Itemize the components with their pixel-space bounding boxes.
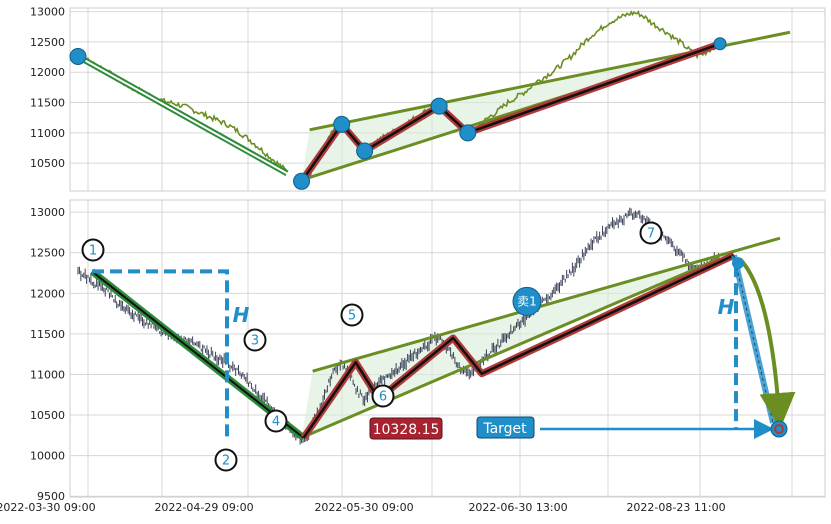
point-label-2: 2 bbox=[222, 454, 230, 469]
bottom-y-tick-label: 12000 bbox=[30, 287, 65, 300]
point-label-circle-5 bbox=[340, 303, 364, 327]
point-label-circle-6 bbox=[371, 384, 395, 408]
curved-target-arrow bbox=[738, 257, 796, 429]
point-label-circle-4 bbox=[264, 409, 288, 433]
top-y-tick-label: 12500 bbox=[30, 36, 65, 49]
bottom-panel: 9500 10000 10500 11000 11500 12000 12500 13000 2… bbox=[0, 199, 826, 514]
top-pivot-marker bbox=[430, 97, 448, 115]
top-pivot-marker bbox=[69, 47, 87, 65]
bottom-y-tick-label: 10000 bbox=[30, 450, 65, 463]
bottom-wedge-lower-line bbox=[300, 257, 721, 440]
point-label-circle-3 bbox=[243, 328, 267, 352]
bottom-x-tick-label: 2022-05-30 09:00 bbox=[314, 501, 413, 514]
bottom-projection-line-inner bbox=[733, 255, 774, 424]
top-plot-area bbox=[70, 8, 825, 191]
pivot-7-dot bbox=[732, 257, 744, 270]
height-label-right: H bbox=[718, 295, 735, 319]
top-y-tick-label: 11500 bbox=[30, 97, 65, 110]
height-bracket-left bbox=[92, 269, 229, 438]
height-label-left: H bbox=[233, 303, 250, 327]
bottom-y-tick-label: 9500 bbox=[37, 490, 65, 503]
point-label-3: 3 bbox=[251, 334, 259, 349]
point-label-6: 6 bbox=[379, 390, 387, 405]
point-label-5: 5 bbox=[348, 309, 356, 324]
top-pivot-marker bbox=[293, 172, 311, 190]
top-panel: 10500 11000 11500 12000 12500 13000 bbox=[30, 6, 826, 192]
bottom-x-tick-label: 2022-04-29 09:00 bbox=[154, 501, 253, 514]
bottom-y-tick-label: 10500 bbox=[30, 409, 65, 422]
point-label-circle-1 bbox=[81, 238, 105, 262]
top-pivot-marker bbox=[713, 37, 727, 51]
top-zigzag-inner bbox=[300, 42, 721, 183]
point-label-1: 1 bbox=[89, 244, 97, 259]
bottom-x-tick-label: 2022-06-30 13:00 bbox=[468, 501, 567, 514]
top-down-leg-arrow bbox=[77, 55, 300, 181]
bottom-y-tick-label: 13000 bbox=[30, 206, 65, 219]
target-value-label: 10328.15 bbox=[373, 422, 440, 438]
point-label-circle-7 bbox=[639, 221, 663, 245]
top-y-tick-label: 10500 bbox=[30, 157, 65, 170]
point-label-circle-2 bbox=[214, 448, 238, 472]
top-y-tick-label: 13000 bbox=[30, 6, 65, 19]
target-value-box bbox=[369, 417, 443, 440]
sell-marker bbox=[512, 286, 542, 316]
top-y-tick-label: 11000 bbox=[30, 127, 65, 140]
bottom-x-tick-label: 2022-08-23 11:00 bbox=[626, 501, 725, 514]
target-marker bbox=[770, 420, 788, 438]
bottom-zigzag-inner bbox=[302, 254, 735, 439]
top-frame bbox=[69, 7, 826, 192]
bottom-frame bbox=[69, 199, 826, 498]
point-label-7: 7 bbox=[647, 227, 655, 242]
point-label-4: 4 bbox=[272, 415, 280, 430]
top-y-tick-label: 12000 bbox=[30, 66, 65, 79]
bottom-y-tick-label: 11000 bbox=[30, 368, 65, 381]
bottom-down-leg-inner bbox=[91, 270, 305, 439]
bottom-y-tick-label: 12500 bbox=[30, 247, 65, 260]
top-pivot-marker bbox=[356, 142, 374, 160]
bottom-wedge-upper-line bbox=[312, 236, 781, 373]
top-pivot-marker bbox=[459, 124, 477, 142]
target-label-box bbox=[476, 416, 535, 439]
bottom-x-tick-label: 2022-03-30 09:00 bbox=[0, 501, 96, 514]
top-pivot-marker bbox=[333, 115, 351, 133]
bottom-y-tick-label: 11500 bbox=[30, 328, 65, 341]
target-marker-inner bbox=[774, 423, 784, 434]
target-label: Target bbox=[482, 421, 527, 437]
sell-marker-label: 卖1 bbox=[517, 294, 537, 308]
